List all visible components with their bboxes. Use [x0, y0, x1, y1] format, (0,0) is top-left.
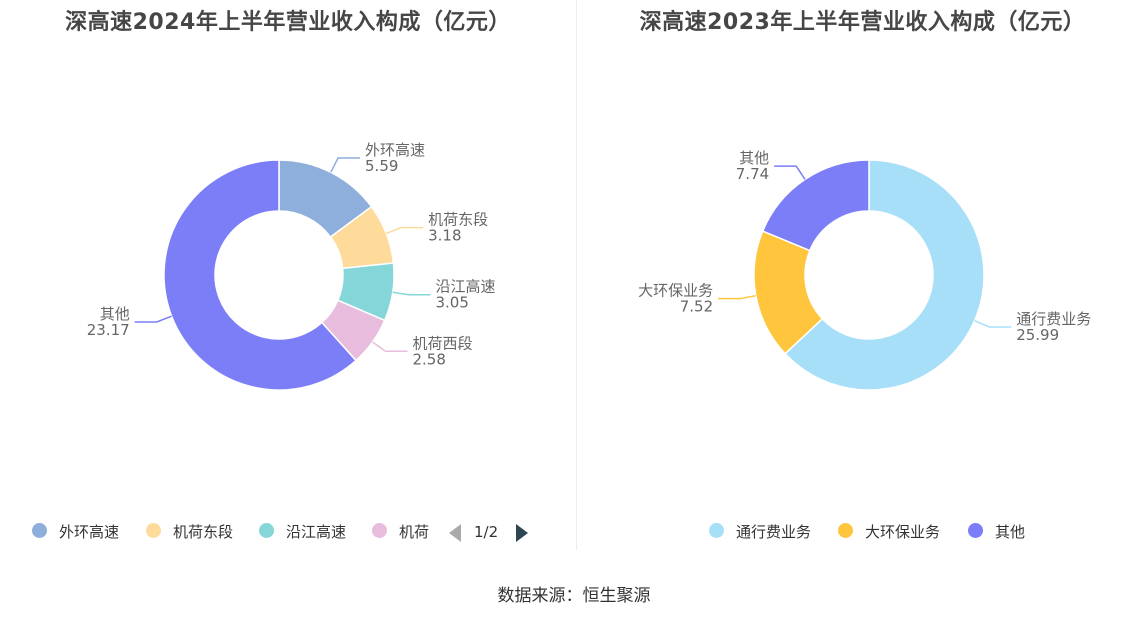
leader-line-2	[392, 291, 431, 296]
legend-dot-icon	[32, 523, 47, 538]
slice-value-label-1: 3.18	[428, 227, 461, 245]
legend-item-3[interactable]: 机荷	[372, 519, 429, 545]
legend-dot-icon	[838, 523, 853, 538]
legend-item-2[interactable]: 其他	[968, 519, 1025, 545]
leader-line-0	[974, 320, 1012, 328]
slice-name-label-1: 机荷东段	[428, 211, 488, 229]
slice-value-label-2: 7.74	[736, 165, 769, 183]
chart-panel-2023: 深高速2023年上半年营业收入构成（亿元） 通行费业务 25.99 大环保业务 7.5…	[577, 0, 1148, 560]
slice-value-label-4: 23.17	[87, 321, 130, 339]
legend-2024: 外环高速 机荷东段 沿江高速 机荷	[0, 519, 576, 545]
legend-label: 机荷东段	[173, 523, 234, 541]
legend-dot-icon	[968, 523, 983, 538]
legend-2023: 通行费业务 大环保业务 其他	[577, 519, 1148, 545]
leader-line-4	[134, 315, 172, 323]
chart-panel-2024: 深高速2024年上半年营业收入构成（亿元） 外环高速 5.59 机荷东段 3.18 沿江…	[0, 0, 576, 560]
slice-value-label-2: 3.05	[436, 294, 469, 312]
legend-item-0[interactable]: 通行费业务	[709, 519, 811, 545]
slice-name-label-2: 其他	[739, 149, 769, 167]
data-source-note: 数据来源：恒生聚源	[497, 586, 651, 606]
chart-title-2023: 深高速2023年上半年营业收入构成（亿元）	[639, 10, 1086, 35]
legend-next-page-icon[interactable]	[516, 524, 528, 542]
slice-value-label-0: 25.99	[1016, 326, 1059, 344]
legend-item-2[interactable]: 沿江高速	[259, 519, 346, 545]
legend-item-1[interactable]: 机荷东段	[146, 519, 233, 545]
slice-name-label-3: 机荷西段	[412, 334, 472, 352]
legend-label: 大环保业务	[865, 523, 941, 541]
slice-name-label-4: 其他	[100, 305, 130, 323]
leader-line-1	[385, 226, 424, 235]
legend-dot-icon	[709, 523, 724, 538]
leader-line-3	[372, 341, 408, 353]
slice-value-label-3: 2.58	[412, 350, 445, 368]
legend-label: 通行费业务	[736, 523, 812, 541]
legend-dot-icon	[146, 523, 161, 538]
legend-label: 沿江高速	[286, 523, 347, 541]
slice-name-label-1: 大环保业务	[638, 282, 713, 300]
legend-item-1[interactable]: 大环保业务	[838, 519, 940, 545]
legend-dot-icon	[372, 523, 387, 538]
legend-dot-icon	[259, 523, 274, 538]
slice-value-label-1: 7.52	[680, 298, 713, 316]
slice-0[interactable]	[784, 159, 985, 391]
chart-title-2024: 深高速2024年上半年营业收入构成（亿元）	[65, 10, 511, 35]
leader-line-0	[330, 157, 361, 173]
slice-value-label-0: 5.59	[365, 157, 398, 175]
leader-line-2	[774, 165, 806, 180]
slice-name-label-0: 外环高速	[365, 141, 425, 159]
panel-divider	[576, 0, 577, 550]
slice-2[interactable]	[761, 159, 870, 252]
legend-page-indicator: 1/2	[474, 523, 499, 541]
slice-name-label-2: 沿江高速	[436, 278, 496, 296]
slice-name-label-0: 通行费业务	[1016, 310, 1091, 328]
slice-4[interactable]	[163, 159, 358, 391]
leader-line-1	[718, 294, 757, 300]
legend-prev-page-icon[interactable]	[449, 524, 461, 542]
legend-label: 其他	[995, 523, 1026, 541]
legend-label: 外环高速	[59, 523, 120, 541]
legend-item-0[interactable]: 外环高速	[32, 519, 119, 545]
legend-label: 机荷	[399, 523, 430, 541]
